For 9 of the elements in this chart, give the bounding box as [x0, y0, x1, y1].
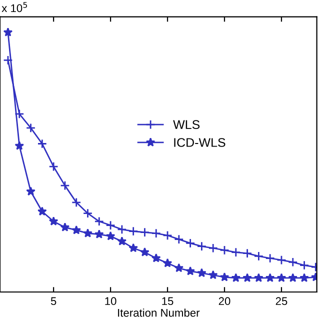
x-tick-label: 15	[162, 297, 174, 306]
text: x 10$^{5}$	[2, 2, 27, 12]
legend-label: WLS	[173, 120, 200, 130]
x-tick-label: 25	[276, 297, 288, 306]
x-axis-title: Iteration Number	[118, 308, 200, 317]
x-tick-label: 5	[50, 297, 56, 306]
x-tick-label: 10	[105, 297, 116, 306]
legend-label: ICD-WLS	[174, 138, 226, 147]
x-tick-label: 20	[218, 297, 230, 306]
